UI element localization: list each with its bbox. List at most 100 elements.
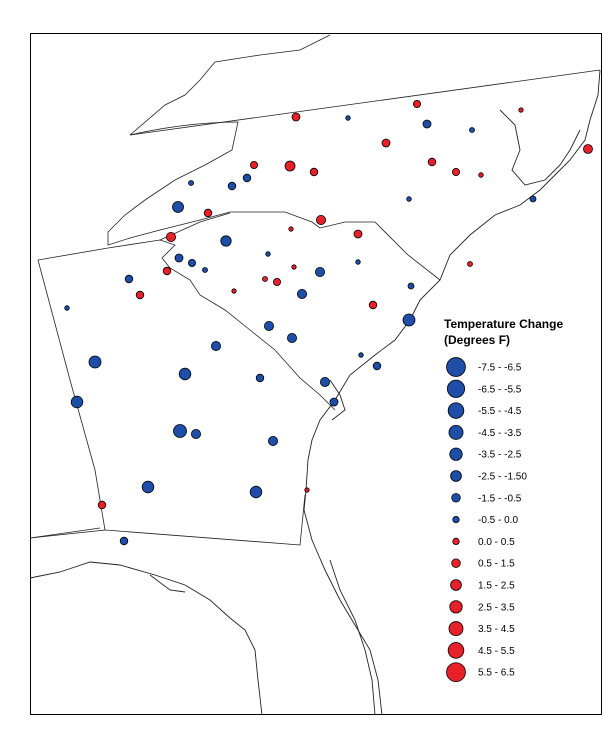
station-marker [70, 395, 84, 409]
station-marker [263, 320, 274, 331]
station-marker [529, 195, 537, 203]
legend-label: -4.5 - -3.5 [478, 428, 522, 439]
station-marker [284, 160, 296, 172]
station-marker [345, 115, 351, 121]
station-marker [210, 340, 221, 351]
station-marker [162, 266, 172, 276]
station-marker [353, 229, 363, 239]
station-marker [227, 181, 237, 191]
station-marker [407, 282, 415, 290]
legend-symbol [450, 470, 462, 482]
station-marker [190, 428, 201, 439]
legend-label: 5.5 - 6.5 [478, 668, 515, 679]
atlantic-coast [303, 69, 601, 716]
station-marker [518, 107, 524, 113]
station-marker [288, 226, 294, 232]
florida-inland [329, 559, 376, 716]
station-marker [304, 487, 310, 493]
station-marker [296, 288, 307, 299]
legend-symbol [451, 493, 461, 503]
legend-items: -7.5 - -6.5 -6.5 - -5.5 -5.5 - -4.5 -4.5 - … [446, 357, 527, 683]
station-marker [97, 500, 107, 510]
inner-coast [329, 379, 346, 421]
station-marker [427, 157, 437, 167]
legend-symbol [452, 537, 460, 546]
va-nc-border [129, 69, 601, 136]
station-marker [451, 167, 460, 176]
station-marker [314, 266, 325, 277]
legend-label: -2.5 - -1.50 [478, 472, 527, 483]
legend-label: -7.5 - -6.5 [478, 363, 522, 374]
ga-north-border [37, 239, 336, 411]
legend-label: -5.5 - -4.5 [478, 406, 522, 417]
station-marker [467, 261, 473, 267]
station-marker [267, 435, 278, 446]
legend-label: -0.5 - 0.0 [478, 515, 518, 526]
station-marker [478, 172, 484, 178]
station-marker [187, 258, 196, 267]
gulf-coast [29, 561, 263, 716]
legend-label: -6.5 - -5.5 [478, 384, 522, 395]
coastline [303, 69, 601, 716]
station-marker [88, 355, 102, 369]
station-marker [319, 376, 330, 387]
station-marker [272, 277, 281, 286]
station-marker [372, 361, 382, 371]
legend-symbol [449, 447, 463, 461]
station-marker [255, 373, 265, 383]
station-marker [174, 253, 184, 263]
legend-label: 4.5 - 5.5 [478, 646, 515, 657]
station-marker [583, 144, 593, 154]
station-marker [469, 127, 475, 133]
station-marker [286, 332, 297, 343]
legend-symbol [446, 379, 466, 398]
legend-label: -1.5 - -0.5 [478, 493, 522, 504]
legend-label: -3.5 - -2.5 [478, 450, 522, 461]
legend-symbol [446, 357, 466, 377]
legend-symbol [450, 579, 462, 591]
legend-label: 0.0 - 0.5 [478, 537, 515, 548]
legend-symbol [447, 402, 465, 419]
station-marker [119, 536, 129, 546]
station-marker [262, 276, 268, 282]
station-marker [265, 251, 271, 257]
legend-label: 0.5 - 1.5 [478, 559, 515, 570]
legend-symbol [448, 424, 464, 440]
station-marker [220, 235, 232, 247]
legend-label: 1.5 - 2.5 [478, 581, 515, 592]
ga-west-border [29, 259, 106, 539]
legend-label: 3.5 - 4.5 [478, 624, 515, 635]
legend-symbol [448, 621, 464, 637]
tn-nc-border [107, 121, 441, 281]
al-fl-border [29, 527, 101, 539]
station-marker [231, 288, 237, 294]
map-frame [30, 33, 602, 715]
legend-symbol [447, 642, 465, 659]
legend-subtitle: (Degrees F) [444, 333, 510, 347]
state-boundaries [29, 34, 601, 546]
station-marker [381, 138, 391, 148]
station-marker [402, 313, 416, 327]
panhandle-coast [29, 561, 263, 716]
station-marker [358, 352, 364, 358]
legend-title: Temperature Change [444, 317, 563, 331]
legend-symbol [451, 558, 461, 568]
station-marker [329, 397, 339, 407]
station-marker [202, 267, 208, 273]
panhandle-bay [149, 574, 186, 593]
station-marker [412, 100, 421, 109]
station-marker [291, 264, 297, 270]
station-marker [124, 274, 134, 284]
station-marker [355, 259, 361, 265]
legend-symbol [449, 600, 463, 614]
station-marker [309, 167, 319, 177]
station-marker [315, 214, 326, 225]
station-marker [64, 305, 70, 311]
station-marker [249, 485, 263, 499]
station-marker [291, 112, 301, 122]
station-marker [249, 160, 258, 169]
station-marker [242, 173, 252, 183]
station-marker [173, 424, 187, 438]
legend-symbol [452, 515, 460, 524]
va-west-border [129, 34, 331, 136]
